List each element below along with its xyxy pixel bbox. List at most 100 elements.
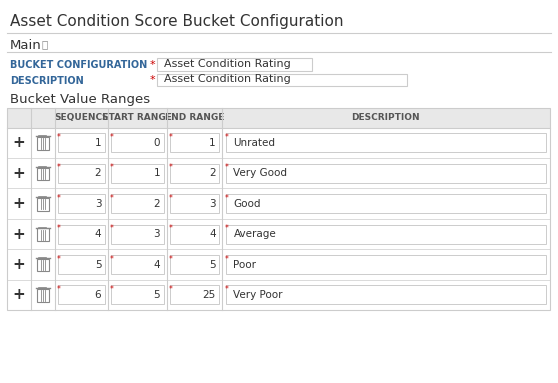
Text: ⊟: ⊟ — [37, 288, 48, 301]
Bar — [7, 108, 550, 310]
Text: +: + — [12, 166, 25, 181]
Text: +: + — [12, 135, 25, 151]
Bar — [37, 228, 49, 241]
Bar — [112, 225, 163, 244]
Text: 25: 25 — [203, 290, 216, 300]
Text: BUCKET CONFIGURATION: BUCKET CONFIGURATION — [9, 61, 147, 70]
Bar — [58, 133, 105, 152]
Text: +: + — [12, 287, 25, 303]
Text: Asset Condition Score Bucket Configuration: Asset Condition Score Bucket Configurati… — [9, 13, 343, 29]
Text: *: * — [169, 224, 173, 233]
Text: Poor: Poor — [233, 260, 257, 270]
Bar — [225, 133, 546, 152]
Text: ⊟: ⊟ — [37, 228, 48, 241]
Text: Bucket Value Ranges: Bucket Value Ranges — [9, 93, 150, 106]
Text: Very Good: Very Good — [233, 168, 287, 178]
Text: 2: 2 — [153, 199, 160, 209]
Text: Very Poor: Very Poor — [233, 290, 283, 300]
Bar — [170, 133, 219, 152]
Text: Asset Condition Rating: Asset Condition Rating — [163, 74, 290, 84]
Text: *: * — [150, 60, 155, 70]
Text: Unrated: Unrated — [233, 138, 276, 148]
Text: Average: Average — [233, 229, 276, 239]
Text: *: * — [224, 133, 228, 142]
Bar — [58, 164, 105, 183]
Text: *: * — [224, 194, 228, 203]
Text: 5: 5 — [95, 260, 102, 270]
Text: ⓘ: ⓘ — [42, 39, 48, 49]
Text: 1: 1 — [153, 168, 160, 178]
Text: 4: 4 — [153, 260, 160, 270]
Bar — [225, 194, 546, 213]
Text: *: * — [110, 194, 114, 203]
Text: *: * — [224, 164, 228, 172]
Text: *: * — [110, 133, 114, 142]
Text: 5: 5 — [153, 290, 160, 300]
Text: 2: 2 — [209, 168, 216, 178]
Bar — [225, 285, 546, 304]
Bar — [58, 285, 105, 304]
Bar — [157, 59, 312, 71]
Text: 3: 3 — [153, 229, 160, 239]
Text: *: * — [110, 164, 114, 172]
Bar — [225, 225, 546, 244]
Text: 4: 4 — [95, 229, 102, 239]
Bar — [7, 108, 550, 128]
Bar — [170, 225, 219, 244]
Bar — [37, 289, 49, 302]
Bar — [37, 167, 49, 180]
Text: *: * — [57, 255, 61, 264]
Text: *: * — [110, 285, 114, 294]
Bar — [112, 164, 163, 183]
Text: +: + — [12, 227, 25, 242]
Bar — [37, 259, 49, 271]
Text: *: * — [57, 224, 61, 233]
Bar — [112, 285, 163, 304]
Bar — [37, 198, 49, 211]
Text: DESCRIPTION: DESCRIPTION — [352, 113, 420, 122]
Text: Main: Main — [9, 39, 41, 52]
Text: +: + — [12, 196, 25, 211]
Bar — [112, 133, 163, 152]
Bar — [112, 255, 163, 274]
Text: Asset Condition Rating: Asset Condition Rating — [163, 59, 290, 69]
Text: *: * — [224, 255, 228, 264]
Text: ⊟: ⊟ — [37, 136, 48, 149]
Bar — [225, 164, 546, 183]
Text: *: * — [224, 285, 228, 294]
Text: *: * — [110, 224, 114, 233]
Text: 5: 5 — [209, 260, 216, 270]
Text: *: * — [150, 75, 155, 85]
Text: *: * — [169, 285, 173, 294]
Text: *: * — [169, 133, 173, 142]
Text: 3: 3 — [95, 199, 102, 209]
Text: *: * — [169, 194, 173, 203]
Text: 1: 1 — [95, 138, 102, 148]
Bar — [58, 255, 105, 274]
Text: ⊟: ⊟ — [37, 197, 48, 210]
Bar — [225, 255, 546, 274]
Text: 2: 2 — [95, 168, 102, 178]
Text: 3: 3 — [209, 199, 216, 209]
Bar — [170, 285, 219, 304]
Bar — [157, 74, 407, 86]
Bar — [170, 255, 219, 274]
Text: 6: 6 — [95, 290, 102, 300]
Text: END RANGE: END RANGE — [165, 113, 224, 122]
Bar — [170, 194, 219, 213]
Bar — [58, 225, 105, 244]
Text: *: * — [110, 255, 114, 264]
Text: START RANGE: START RANGE — [103, 113, 172, 122]
Text: *: * — [57, 133, 61, 142]
Bar — [170, 164, 219, 183]
Text: 0: 0 — [153, 138, 160, 148]
Text: *: * — [169, 255, 173, 264]
Text: *: * — [169, 164, 173, 172]
Text: 1: 1 — [209, 138, 216, 148]
Bar — [112, 194, 163, 213]
Text: ⊟: ⊟ — [37, 258, 48, 271]
Text: SEQUENCE: SEQUENCE — [54, 113, 108, 122]
Text: *: * — [57, 164, 61, 172]
Text: +: + — [12, 257, 25, 272]
Bar — [58, 194, 105, 213]
